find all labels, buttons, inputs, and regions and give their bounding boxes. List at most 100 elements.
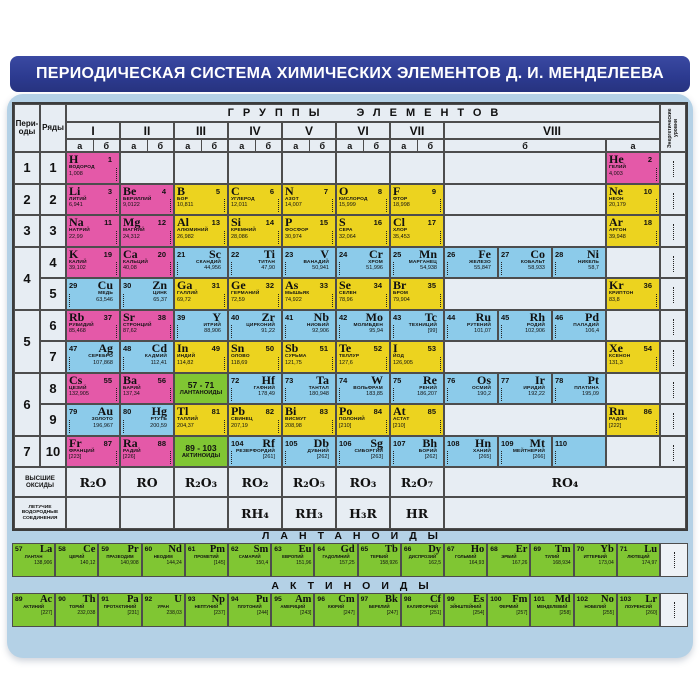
element-cell-Hg: 80 Hg РТУТЬ 200,59 [120, 404, 174, 436]
atomic-mass: 174,97 [641, 559, 658, 566]
element-symbol: Al [177, 215, 189, 229]
atomic-mass: [255] [602, 609, 614, 616]
atomic-mass: 30,974 [285, 233, 302, 240]
element-cell-Po: Po 84 ПОЛОНИЙ [210] [336, 404, 390, 436]
element-symbol: Cu [97, 278, 113, 292]
element-symbol: Tc [424, 309, 437, 324]
atomic-number: 26 [447, 249, 456, 259]
element-symbol: Bk [384, 594, 398, 605]
atomic-number: 90 [58, 596, 66, 603]
element-name: НОБЕЛИЙ [584, 604, 607, 609]
atomic-mass: 196,967 [93, 422, 113, 429]
atomic-mass: 208,98 [285, 422, 302, 429]
element-cell-Os: 76 Os ОСМИЙ 190,2 [444, 372, 498, 404]
electron-levels-marks [69, 419, 70, 433]
atomic-mass: 72,59 [231, 296, 245, 303]
element-cell-Te: Te 52 ТЕЛЛУР 127,6 [336, 341, 390, 373]
subgroup-b-label: б [200, 140, 228, 151]
electron-levels-marks [673, 444, 674, 461]
group-numeral: II [120, 122, 174, 139]
element-symbol: Dy [428, 544, 442, 555]
element-name: ПЛУТОНИЙ [237, 604, 262, 609]
atomic-mass: 137,34 [123, 391, 140, 397]
atomic-number: 4 [161, 186, 166, 196]
atomic-number: 93 [187, 596, 196, 603]
element-name: ВОЛЬФРАМ [353, 385, 383, 391]
element-name: НЕПТУНИЙ [194, 604, 219, 609]
element-cell-Ni: 28 Ni НИКЕЛЬ 58,7 [552, 246, 606, 278]
element-name: ГАФНИЙ [253, 385, 275, 391]
electron-levels-marks [332, 293, 333, 307]
element-symbol: Be [123, 183, 137, 198]
actinoid-cell-Fm: 100 Fm ФЕРМИЙ [257] [487, 593, 531, 627]
atomic-number: 71 [619, 546, 628, 553]
element-symbol: Tm [554, 544, 571, 555]
atomic-number: 78 [555, 375, 564, 385]
atomic-number: 57 [15, 546, 23, 553]
element-symbol: I [393, 341, 398, 355]
electron-levels-marks [285, 388, 286, 401]
element-symbol: Pa [126, 594, 139, 605]
lanthanoid-cell-Tm: 69 Tm ТУЛИЙ 168,934 [530, 543, 574, 577]
empty-cell [66, 497, 120, 529]
period-number: 5 [14, 309, 40, 373]
element-name: ТАНТАЛ [308, 385, 329, 391]
element-symbol: Ru [475, 309, 491, 324]
atomic-number: 87 [103, 438, 112, 448]
element-symbol: Np [211, 594, 226, 605]
element-symbol: K [69, 246, 79, 261]
element-symbol: Xe [609, 341, 623, 355]
atomic-number: 84 [373, 407, 382, 416]
atomic-number: 38 [157, 312, 166, 322]
element-name: КАЛИФОРНИЙ [406, 604, 438, 609]
atomic-mass: 107,868 [93, 359, 113, 366]
element-symbol: Cs [69, 372, 83, 387]
element-cell-Rb: Rb 37 РУБИДИЙ 85,468 [66, 309, 120, 341]
actinoid-cell-Pa: 91 Pa ПРОТАКТИНИЙ [231] [98, 593, 142, 627]
element-symbol: He [609, 152, 624, 166]
atomic-number: 19 [103, 249, 112, 259]
element-symbol: Pd [584, 309, 599, 324]
element-name: ЙОД [393, 354, 405, 359]
range-label: АКТИНОИДЫ [181, 453, 221, 459]
actinoid-cell-No: 102 No НОБЕЛИЙ [255] [573, 593, 617, 627]
electron-levels-marks [555, 388, 556, 401]
element-cell-Y: 39 Y ИТРИЙ 88,906 [174, 309, 228, 341]
page-title: ПЕРИОДИЧЕСКАЯ СИСТЕМА ХИМИЧЕСКИХ ЭЛЕМЕНТ… [10, 56, 690, 92]
atomic-number: 31 [211, 281, 220, 290]
subgroup-b-label: б [416, 140, 444, 151]
element-cell-Tc: 43 Tc ТЕХНИЦИЙ [99] [390, 309, 444, 341]
atomic-number: 58 [58, 546, 66, 553]
oxide-formula: R₂O₇ [390, 467, 444, 497]
atomic-number: 12 [157, 218, 166, 227]
element-name: АЛЮМИНИЙ [177, 228, 209, 233]
group-numeral: VIII [444, 122, 660, 139]
lanthanoid-cell-Er: 68 Er ЭРБИЙ 167,26 [487, 543, 531, 577]
lanthanoid-cell-Nd: 60 Nd НЕОДИМ 144,24 [141, 543, 185, 577]
atomic-mass: 85,468 [69, 328, 86, 334]
atomic-number: 69 [533, 546, 541, 553]
electron-levels-marks [332, 230, 333, 244]
atomic-mass: [254] [473, 609, 485, 616]
element-symbol: Au [97, 404, 113, 418]
electron-levels-marks [224, 293, 225, 307]
electron-levels-marks [674, 552, 676, 568]
element-symbol: Ga [177, 278, 193, 292]
atomic-mass: 164,93 [468, 559, 485, 566]
atomic-number: 24 [339, 249, 348, 259]
electron-levels-marks [673, 161, 674, 177]
element-cell-Ge: Ge 32 ГЕРМАНИЙ 72,59 [228, 278, 282, 310]
atomic-mass: [145] [213, 559, 226, 566]
electron-levels-marks [278, 356, 279, 370]
element-symbol: Pm [209, 544, 226, 555]
element-name: БРОМ [393, 291, 409, 296]
atomic-mass: 58,933 [528, 265, 545, 271]
element-symbol: Cl [393, 215, 405, 229]
electron-levels-cell [660, 543, 689, 577]
atomic-number: 52 [373, 344, 382, 353]
empty-cell [444, 152, 606, 184]
atomic-mass: 151,96 [296, 559, 312, 566]
element-cell-Co: 27 Co КОБАЛЬТ 58,933 [498, 246, 552, 278]
atomic-number: 8 [377, 186, 382, 196]
